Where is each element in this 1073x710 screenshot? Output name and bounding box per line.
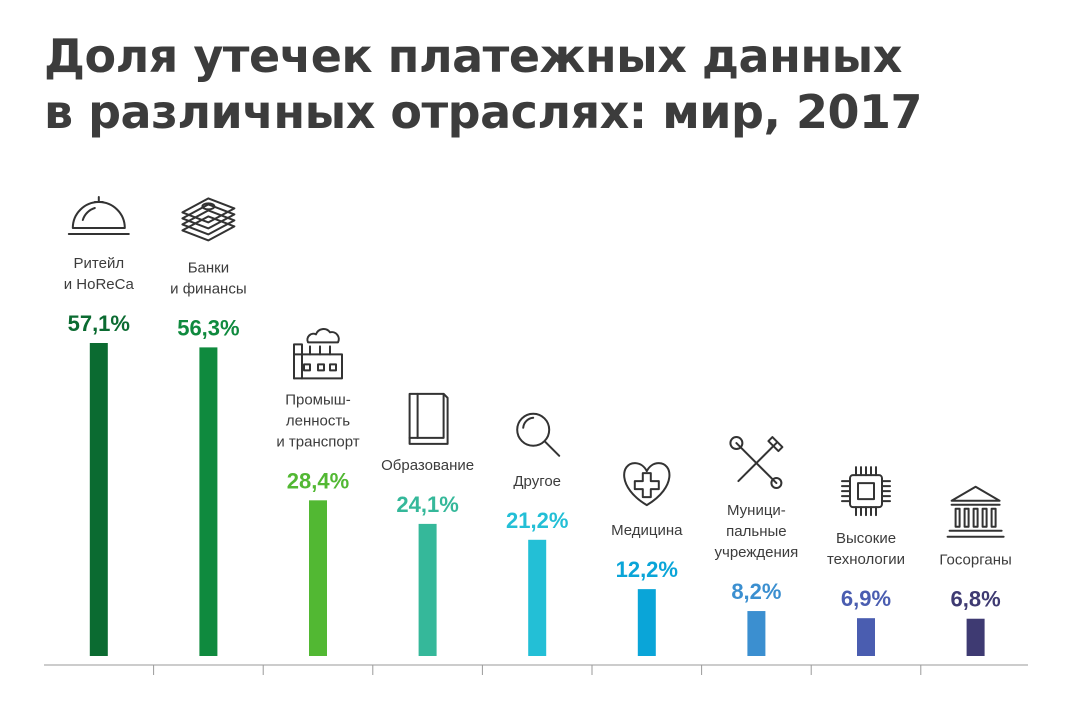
bar — [418, 523, 437, 656]
bar — [966, 618, 985, 656]
category-label: и финансы — [170, 280, 246, 297]
x-axis — [44, 664, 1028, 675]
value-label: 24,1% — [396, 492, 458, 517]
tools-icon — [729, 436, 784, 490]
icons-group — [67, 196, 1005, 538]
book-icon — [408, 392, 449, 445]
category-label: Госорганы — [939, 552, 1011, 569]
category-label: ленность — [286, 412, 350, 429]
bar — [309, 500, 327, 656]
value-label: 56,3% — [177, 315, 239, 340]
bar — [199, 347, 218, 656]
category-label: Банки — [188, 259, 229, 276]
cloche-icon — [67, 196, 130, 235]
chip-icon — [841, 466, 891, 517]
category-label: Образование — [381, 457, 474, 474]
value-label: 12,2% — [616, 557, 678, 582]
bars-group — [89, 343, 985, 656]
value-label: 57,1% — [68, 311, 130, 336]
money-stack-icon — [181, 197, 236, 242]
chart-title-line-1: Доля утечек платежных данных — [44, 29, 902, 83]
bar — [747, 611, 766, 656]
category-label: технологии — [827, 551, 905, 568]
magnifier-icon — [516, 412, 561, 457]
factory-icon — [293, 328, 343, 380]
category-label: Высокие — [836, 530, 896, 547]
value-label: 21,2% — [506, 508, 568, 533]
value-label: 8,2% — [731, 579, 781, 604]
category-label: Муници- — [727, 502, 786, 519]
category-label: Ритейл — [74, 255, 125, 272]
labels-group: 57,1% Ритейл и HoReCa 56,3% Банки и финансы 28… — [64, 255, 1012, 612]
category-label: учреждения — [715, 544, 799, 561]
bar — [528, 539, 547, 656]
columns-building-icon — [946, 485, 1005, 538]
category-label: Промыш- — [285, 391, 351, 408]
value-label: 6,8% — [951, 587, 1001, 612]
bar — [89, 343, 108, 656]
category-label: Другое — [513, 473, 561, 490]
heart-cross-icon — [623, 462, 671, 507]
bar — [637, 589, 656, 656]
value-label: 6,9% — [841, 586, 891, 611]
category-label: и HoReCa — [64, 276, 135, 293]
category-label: пальные — [726, 523, 786, 540]
value-label: 28,4% — [287, 468, 349, 493]
category-label: и транспорт — [276, 433, 359, 450]
bar — [857, 618, 875, 656]
chart-title-line-2: в различных отраслях: мир, 2017 — [44, 85, 922, 139]
chart-title: Доля утечек платежных данных в различных… — [44, 28, 1004, 140]
category-label: Медицина — [611, 522, 683, 539]
